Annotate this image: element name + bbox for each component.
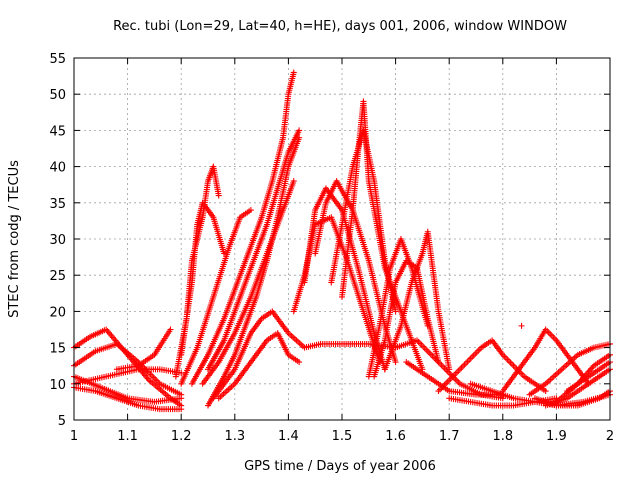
- x-tick-label: 1.8: [492, 429, 513, 444]
- y-tick-label: 45: [49, 124, 66, 139]
- data-point: [392, 359, 399, 366]
- y-tick-label: 20: [49, 305, 66, 320]
- series-arc: [526, 340, 613, 398]
- data-point: [247, 207, 254, 214]
- series-arc: [381, 228, 453, 373]
- x-tick-label: 1.3: [224, 429, 245, 444]
- y-tick-label: 5: [58, 414, 66, 429]
- x-tick-label: 1.1: [117, 429, 138, 444]
- x-axis-title: GPS time / Days of year 2006: [244, 459, 436, 474]
- y-tick-label: 55: [49, 52, 66, 67]
- x-tick-label: 1: [70, 429, 78, 444]
- series-arc: [518, 322, 525, 329]
- series-arc: [71, 340, 185, 398]
- data-point: [588, 365, 595, 372]
- data-point: [178, 406, 185, 413]
- y-axis-title: STEC from codg / TECUs: [7, 160, 22, 318]
- series-arc: [215, 330, 303, 402]
- series-arc: [403, 359, 506, 398]
- data-point: [296, 134, 303, 141]
- data-point: [296, 359, 303, 366]
- x-tick-labels: 1 1.1 1.2 1.3 1.4 1.5 1.6 1.7 1.8 1.9 2: [70, 429, 614, 444]
- series-arc: [178, 207, 254, 387]
- x-tick-label: 1.7: [439, 429, 460, 444]
- data-point: [290, 178, 297, 185]
- series-arc: [71, 373, 185, 405]
- series-arc: [564, 359, 613, 395]
- x-tick-label: 1.6: [385, 429, 406, 444]
- data-point: [518, 322, 525, 329]
- series-arc: [205, 134, 303, 409]
- data-point: [215, 192, 222, 199]
- series-arc: [188, 69, 297, 387]
- data-point: [392, 308, 399, 315]
- y-tick-label: 15: [49, 342, 66, 357]
- y-tick-label: 35: [49, 197, 66, 212]
- series-arc: [71, 384, 185, 413]
- data-marks: [71, 69, 613, 413]
- x-tick-label: 2: [606, 429, 614, 444]
- y-tick-label: 25: [49, 269, 66, 284]
- y-tick-label: 40: [49, 161, 66, 176]
- data-point: [178, 369, 185, 376]
- ticks: [73, 57, 611, 421]
- x-tick-label: 1.2: [171, 429, 192, 444]
- data-point: [290, 69, 297, 76]
- series-arc: [392, 337, 506, 402]
- y-tick-label: 30: [49, 233, 66, 248]
- series-arc: [178, 199, 228, 358]
- x-tick-label: 1.9: [546, 429, 567, 444]
- data-point: [589, 364, 596, 371]
- data-point: [178, 395, 185, 402]
- data-point: [167, 326, 174, 333]
- y-tick-labels: 5 10 15 20 25 30 35 40 45 50 55: [49, 52, 66, 429]
- series-arc: [435, 337, 549, 395]
- y-tick-label: 50: [49, 88, 66, 103]
- series-arc: [339, 98, 426, 373]
- y-tick-label: 10: [49, 378, 66, 393]
- chart-title: Rec. tubi (Lon=29, Lat=40, h=HE), days 0…: [113, 19, 567, 34]
- x-tick-label: 1.5: [332, 429, 353, 444]
- data-point: [542, 388, 549, 395]
- data-point: [296, 127, 303, 134]
- x-tick-label: 1.4: [278, 429, 299, 444]
- series-arc: [531, 388, 613, 409]
- series-arc: [113, 326, 174, 373]
